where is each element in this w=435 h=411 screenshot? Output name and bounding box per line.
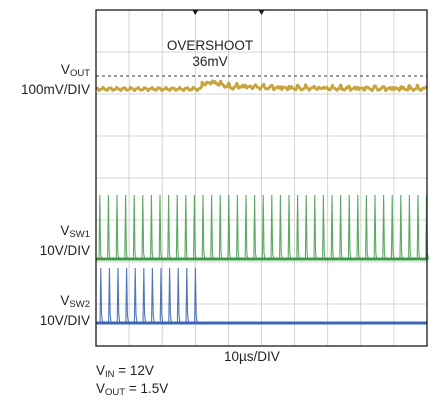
vsw2-subscript: SW2 [69,299,90,310]
vout-trace [95,79,428,93]
grid [96,10,427,346]
plot-frame [95,9,428,347]
vout-scale: 100mV/DIV [20,82,90,97]
vsw1-scale: 10V/DIV [39,243,90,258]
vout-label: VOUT 100mV/DIV [21,62,90,98]
condition-vout: VOUT = 1.5V [96,381,169,398]
traces [95,79,430,325]
vsw1-symbol: V [60,223,70,238]
overshoot-annotation: OVERSHOOT 36mV [150,38,270,70]
trigger-marker [192,10,199,15]
trigger-marker [258,10,265,15]
vsw1-label: VSW1 10V/DIV [40,223,90,259]
vsw2-symbol: V [60,293,70,308]
vsw1-trace [96,194,430,260]
condition-vin: VIN = 12V [96,363,154,380]
vout-subscript: OUT [69,68,90,79]
overshoot-title: OVERSHOOT [166,38,254,53]
vout-symbol: V [60,62,70,77]
vsw1-subscript: SW1 [69,229,90,240]
overshoot-value: 36mV [192,54,228,69]
vsw2-scale: 10V/DIV [39,313,90,328]
trigger-markers [192,10,265,15]
time-scale-label: 10µs/DIV [224,349,280,364]
vsw2-label: VSW2 10V/DIV [40,293,90,329]
